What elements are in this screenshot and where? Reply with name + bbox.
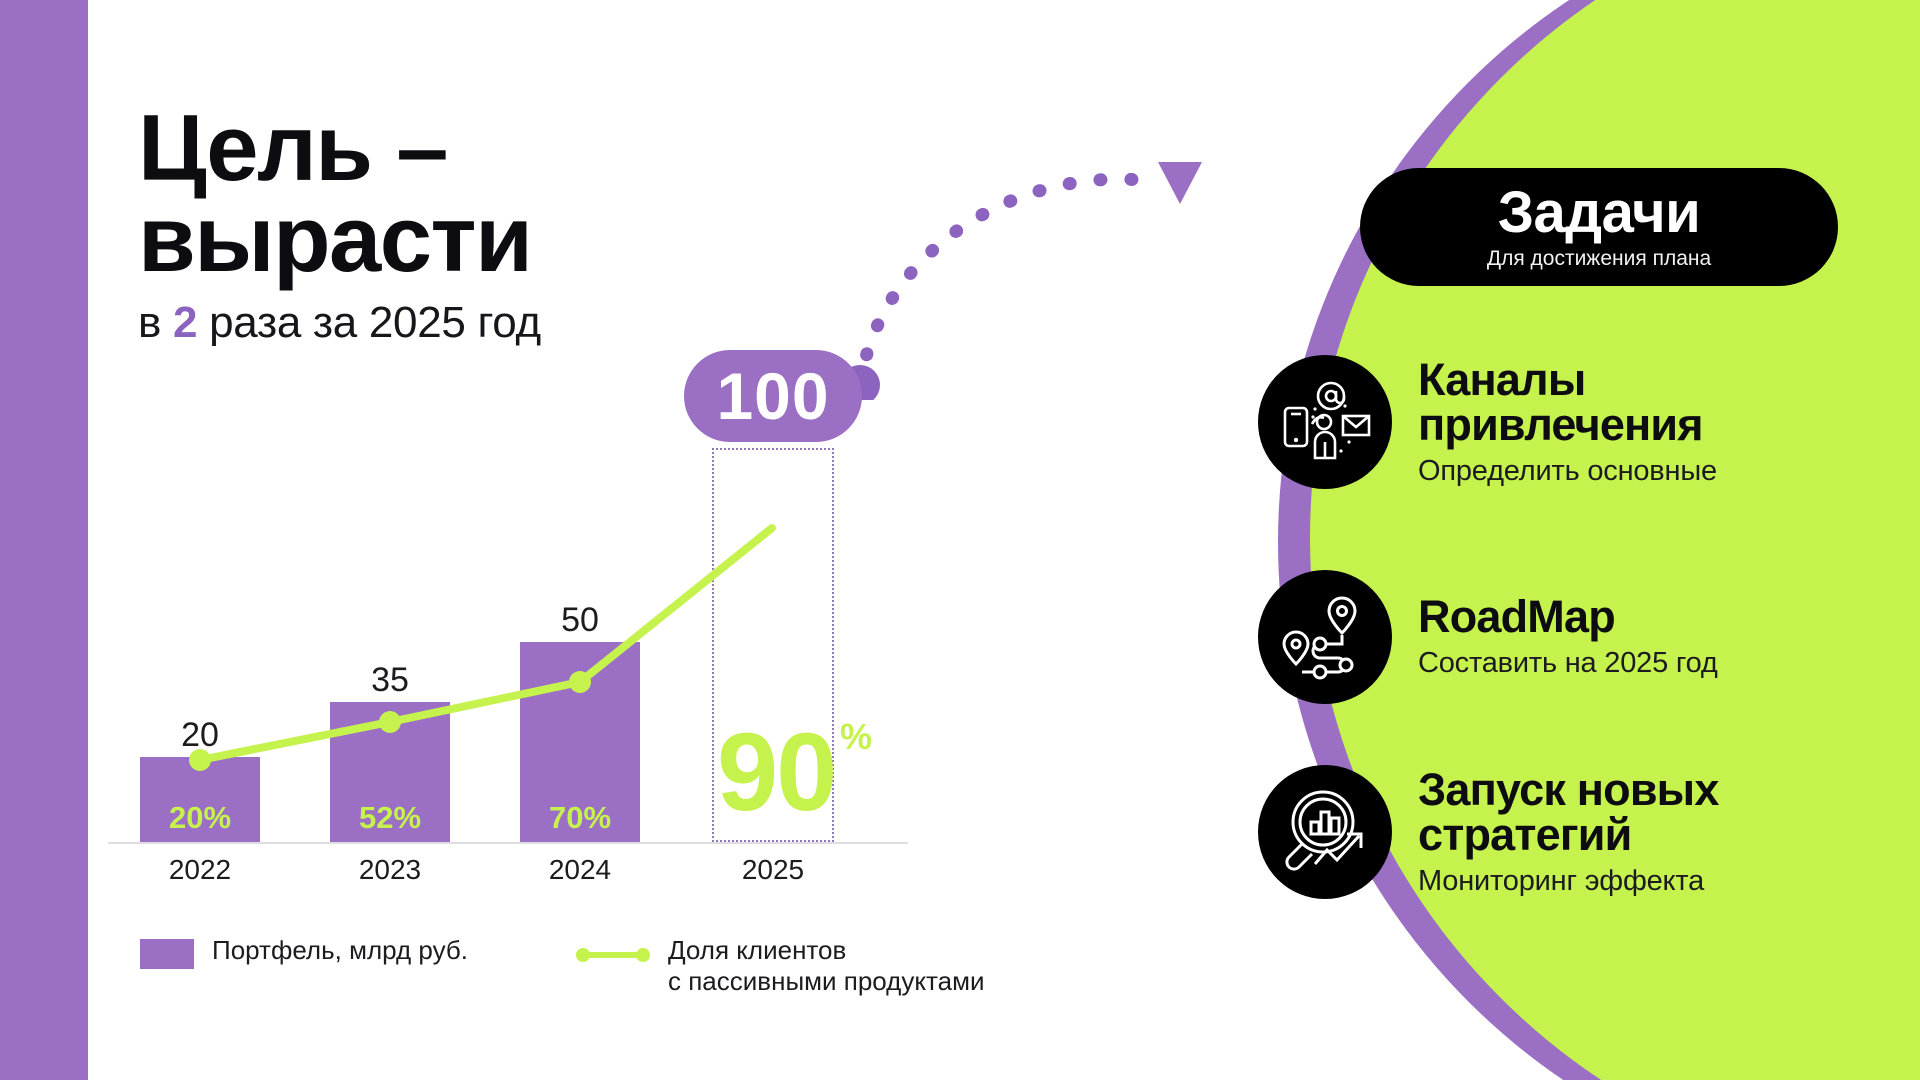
title-line-2: вырасти [138, 186, 533, 292]
legend-swatch-icon [140, 939, 194, 969]
pct-label-2024: 70% [548, 800, 612, 835]
bar-2022 [140, 757, 260, 842]
task-item-channels[interactable]: Каналы привлечения Определить основные [1258, 355, 1717, 489]
page-subtitle: в 2 раза за 2025 год [138, 298, 898, 348]
x-label-2023: 2023 [358, 854, 422, 885]
subtitle-accent-number: 2 [173, 298, 198, 348]
task-title-strategies: Запуск новых стратегий [1418, 763, 1719, 860]
legend-line-icon [575, 939, 650, 969]
task-title-roadmap: RoadMap [1418, 591, 1616, 642]
trend-point-2022 [189, 749, 211, 771]
x-label-2022: 2022 [168, 854, 232, 885]
channels-icon [1258, 355, 1392, 489]
callout-pill-100: 100 [684, 350, 862, 442]
legend-label-share: Доля клиентов с пассивными продуктами [667, 935, 985, 996]
task-desc-strategies: Мониторинг эффекта [1418, 864, 1705, 897]
chart-legend: Портфель, млрд руб. Доля клиентов с пасс… [140, 935, 985, 996]
page-title: Цель – вырасти [138, 101, 898, 286]
tasks-header-subtitle: Для достижения плана [1486, 246, 1712, 270]
subtitle-prefix: в [138, 298, 173, 348]
legend-item-share: Доля клиентов с пассивными продуктами [575, 935, 985, 996]
x-label-2025: 2025 [741, 854, 805, 885]
task-text-strategies: Запуск новых стратегий Мониторинг эффект… [1418, 767, 1719, 898]
tasks-header-pill: Задачи Для достижения плана [1360, 168, 1838, 286]
dotted-arrow-arc [840, 162, 1202, 400]
pct-label-2022: 20% [168, 800, 232, 835]
tasks-header-title: Задачи [1497, 180, 1701, 246]
legend-item-portfolio: Портфель, млрд руб. [140, 935, 468, 969]
title-line-1: Цель – [138, 95, 448, 200]
bar-label-2022: 20 [181, 716, 219, 754]
pct-label-2023: 52% [358, 800, 422, 835]
task-text-roadmap: RoadMap Составить на 2025 год [1418, 594, 1718, 680]
bar-label-2023: 35 [371, 661, 409, 699]
x-axis-labels: 2022 2023 2024 2025 [100, 854, 920, 900]
trend-point-2023 [379, 711, 401, 733]
route-icon [1258, 570, 1392, 704]
task-desc-roadmap: Составить на 2025 год [1418, 647, 1718, 679]
target-unit-percent: % [840, 716, 873, 757]
bar-label-2024: 50 [561, 601, 599, 639]
x-axis-line [108, 842, 908, 844]
task-title-channels: Каналы привлечения [1418, 353, 1704, 450]
task-desc-channels: Определить основные [1418, 454, 1717, 487]
subtitle-suffix: раза за 2025 год [197, 298, 541, 348]
legend-label-portfolio: Портфель, млрд руб. [212, 935, 468, 965]
analytics-search-icon [1258, 765, 1392, 899]
headline-block: Цель – вырасти в 2 раза за 2025 год [138, 101, 898, 348]
task-text-channels: Каналы привлечения Определить основные [1418, 357, 1717, 488]
growth-chart: 20 35 50 20% 52% 70% 100 90 % 2022 2023 [100, 350, 920, 910]
target-value-90: 90 [717, 711, 837, 834]
chart-plot-area: 20 35 50 20% 52% 70% 100 90 % [100, 350, 920, 850]
trend-line-series [189, 524, 776, 771]
x-label-2024: 2024 [548, 854, 612, 885]
left-accent-band [0, 0, 88, 1080]
task-item-strategies[interactable]: Запуск новых стратегий Мониторинг эффект… [1258, 765, 1719, 899]
task-item-roadmap[interactable]: RoadMap Составить на 2025 год [1258, 570, 1718, 704]
projection-box-2025 [712, 448, 834, 842]
trend-point-2024 [569, 671, 591, 693]
